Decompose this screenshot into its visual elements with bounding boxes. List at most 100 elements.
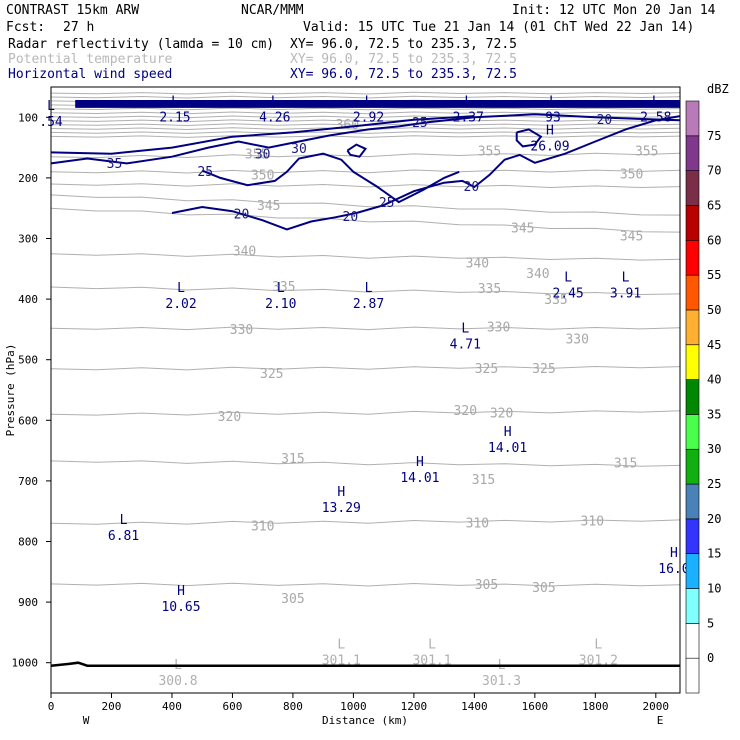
- valid-time: Valid: 15 UTC Tue 21 Jan 14 (01 ChT Wed …: [303, 20, 694, 35]
- theta-contour-label: 350: [620, 168, 643, 183]
- wind-contour-labels: 35 30 30 25 25 25 20 20 20 20: [107, 113, 613, 225]
- theta-contour-label: 345: [620, 229, 643, 244]
- extremum-letter: L: [337, 637, 345, 652]
- extremum-letter: H: [670, 546, 678, 561]
- x-tick-label: 800: [283, 700, 303, 713]
- x-tick-label: 0: [48, 700, 55, 713]
- theta-contour-label: 310: [581, 514, 604, 529]
- extremum-letter: L: [464, 94, 472, 109]
- colorbar-cell: [685, 414, 700, 450]
- theta-contour-label: 310: [251, 520, 274, 535]
- x-tick-label: 400: [162, 700, 182, 713]
- y-tick-label: 100: [18, 111, 38, 124]
- x-tick-label: 1200: [401, 700, 428, 713]
- theta-contour-label: 335: [544, 293, 567, 308]
- colorbar-cell: [685, 448, 700, 485]
- colorbar-cell: [685, 553, 700, 589]
- theta-contour-label: 320: [490, 406, 513, 421]
- theta-contour-label: 335: [478, 282, 501, 297]
- theta-contour-label: 325: [260, 367, 283, 382]
- theta-contour-label: 340: [526, 267, 549, 282]
- theta-contour-label: 305: [532, 581, 555, 596]
- theta-contour-line: [50, 135, 681, 138]
- x-tick-label: 600: [223, 700, 243, 713]
- colorbar-level-label: 65: [707, 198, 721, 212]
- extremum-value: 4.26: [259, 110, 290, 125]
- y-tick-label: 200: [18, 172, 38, 185]
- field-name-reflectivity: Radar reflectivity (lamda = 10 cm): [8, 37, 274, 52]
- extremum-letter: H: [546, 123, 554, 138]
- extremum-value: 2.92: [353, 110, 384, 125]
- colorbar-level-label: 5: [707, 616, 714, 630]
- theta-contour-line: [50, 95, 681, 99]
- theta-contour-label: 345: [511, 222, 534, 237]
- extremum-letter: H: [416, 455, 424, 470]
- colorbar-level-label: 70: [707, 164, 721, 178]
- colorbar-cell: [685, 483, 700, 520]
- theta-contour-label: 315: [281, 452, 304, 467]
- wind-contours: [50, 100, 681, 231]
- extremum-value: 14.01: [400, 471, 439, 486]
- colorbar-level-label: 55: [707, 268, 721, 282]
- y-tick-label: 600: [18, 414, 38, 427]
- colorbar-level-label: 10: [707, 582, 721, 596]
- west-label: W: [83, 714, 90, 727]
- extremum-value: 2.45: [552, 287, 583, 302]
- y-axis-title: Pressure (hPa): [4, 344, 17, 437]
- colorbar-level-label: 25: [707, 477, 721, 491]
- colorbar-cell: [685, 588, 700, 624]
- x-tick-label: 1600: [522, 700, 549, 713]
- extremum-letter: L: [365, 281, 373, 296]
- plot-area: 305 305 305 310 310 310 315 315 315 320 320 320 325 3…: [39, 86, 690, 694]
- theta-contour-label: 320: [454, 404, 477, 419]
- extremum-value: 2.02: [165, 297, 196, 312]
- colorbar-cell: [685, 623, 700, 659]
- theta-contour-label: 325: [532, 362, 555, 377]
- wind-contour-label: 20: [234, 208, 250, 223]
- x-tick-label: 1400: [461, 700, 488, 713]
- wind-contour-line: [201, 152, 460, 204]
- theta-contour-line: [50, 326, 681, 331]
- colorbar-cell: [685, 100, 700, 137]
- wind-contour-line: [515, 128, 543, 148]
- theta-contour-line: [50, 91, 681, 95]
- theta-contour-line: [50, 519, 681, 525]
- theta-contour-label: 315: [472, 473, 495, 488]
- theta-contour-label: 355: [478, 145, 501, 160]
- colorbar-cell: [685, 239, 700, 276]
- extremum-letter: L: [549, 94, 557, 109]
- extremum-letter: L: [594, 637, 602, 652]
- extremum-value: 2.58: [640, 110, 671, 125]
- fcst-label: Fcst:: [6, 20, 45, 35]
- extremum-letter: L: [461, 322, 469, 337]
- y-tick-label: 800: [18, 536, 38, 549]
- colorbar-cell: [685, 344, 700, 380]
- theta-contour-label: 330: [565, 332, 588, 347]
- colorbar-unit: dBZ: [707, 82, 729, 96]
- theta-contour-label: 310: [466, 517, 489, 532]
- colorbar-cell: [685, 309, 700, 346]
- colorbar-level-label: 15: [707, 547, 721, 561]
- theta-contour-line: [50, 131, 681, 134]
- extremum-value: 13.29: [322, 501, 361, 516]
- y-tick-label: 700: [18, 475, 38, 488]
- colorbar-cell: [685, 170, 700, 206]
- field-name-theta: Potential temperature: [8, 52, 173, 67]
- extremum-letter: L: [564, 271, 572, 286]
- theta-contour-line: [50, 460, 681, 467]
- colorbar-level-label: 0: [707, 651, 714, 665]
- extremum-value: 2.15: [159, 110, 190, 125]
- extremum-letter: H: [504, 425, 512, 440]
- wind-contour-label: 20: [464, 180, 480, 195]
- theta-contour-label: 355: [245, 148, 268, 163]
- theta-contours: [50, 91, 681, 587]
- theta-contour-label: 330: [487, 320, 510, 335]
- colorbar-level-label: 50: [707, 303, 721, 317]
- field-name-wind: Horizontal wind speed: [8, 67, 172, 82]
- colorbar-level-label: 75: [707, 129, 721, 143]
- colorbar-cell: [685, 657, 700, 694]
- theta-contour-line: [50, 183, 681, 189]
- wind-contour-line: [50, 115, 475, 155]
